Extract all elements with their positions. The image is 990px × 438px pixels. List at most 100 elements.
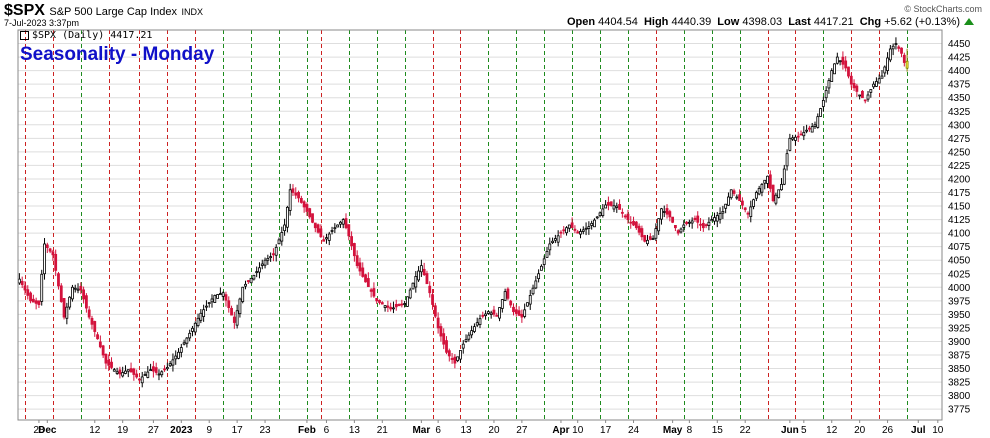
legend-text: $SPX (Daily) 4417.21 — [32, 30, 153, 41]
x-tick-label: 10 — [932, 425, 944, 436]
candle-body — [48, 248, 52, 252]
candle-body — [154, 367, 158, 373]
candle-body — [210, 298, 214, 303]
candle-body — [849, 75, 853, 85]
candle-body — [551, 240, 554, 243]
candle-body — [224, 294, 228, 301]
candle-body — [419, 265, 423, 273]
y-tick-label: 3825 — [948, 378, 971, 389]
candle-body — [364, 274, 367, 283]
x-tick-label: 2023 — [170, 425, 193, 436]
candle-body — [835, 56, 839, 64]
x-tick-label: 17 — [600, 425, 612, 436]
candle-body — [138, 378, 141, 381]
candle-body — [129, 368, 133, 373]
candle-body — [693, 217, 697, 220]
candle-body — [517, 310, 521, 316]
candle-body — [140, 376, 144, 384]
candle-body — [461, 343, 465, 349]
candle-body — [84, 295, 88, 309]
candle-body — [274, 246, 278, 256]
high-value: 4440.39 — [671, 16, 712, 28]
candle-body — [101, 345, 105, 356]
candle-body — [573, 228, 577, 231]
candle-body — [249, 277, 253, 284]
candle-body — [191, 327, 194, 332]
candle-body — [891, 45, 895, 50]
candle-body — [598, 212, 602, 217]
candle-body — [383, 305, 387, 308]
candle-body — [442, 333, 446, 345]
candle-body — [20, 280, 24, 285]
candle-body — [283, 224, 286, 232]
candle-body — [79, 285, 83, 291]
y-tick-label: 3800 — [948, 391, 971, 402]
candle-body — [386, 305, 390, 308]
candle-body — [37, 300, 41, 306]
candle-body — [902, 54, 906, 63]
candle-body — [604, 204, 608, 209]
candle-body — [880, 75, 884, 79]
y-tick-label: 4025 — [948, 269, 971, 280]
candle-body — [302, 201, 306, 208]
x-tick-label: 12 — [89, 425, 101, 436]
last-label: Last — [788, 16, 811, 28]
candle-body — [266, 258, 270, 261]
low-value: 4398.03 — [742, 16, 783, 28]
candle-body — [445, 340, 448, 353]
candle-body — [73, 287, 77, 290]
x-tick-label: 27 — [148, 425, 160, 436]
candle-body — [794, 136, 797, 141]
candle-body — [872, 83, 876, 88]
candle-body — [168, 363, 172, 367]
candle-body — [674, 225, 677, 229]
candle-body — [651, 238, 655, 241]
candle-body — [294, 192, 298, 196]
candle-body — [640, 228, 644, 238]
candle-body — [422, 268, 426, 276]
x-tick-label: 23 — [259, 425, 271, 436]
candle-body — [660, 208, 663, 220]
candle-body — [411, 282, 415, 290]
candle-body — [277, 239, 281, 245]
candle-body — [433, 305, 437, 317]
candle-body — [104, 353, 108, 364]
candle-body — [757, 188, 761, 195]
y-tick-label: 3875 — [948, 351, 971, 362]
candle-body — [288, 189, 292, 211]
candle-body — [724, 203, 728, 209]
candle-body — [230, 307, 233, 316]
candle-body — [244, 283, 247, 287]
candle-body — [520, 313, 524, 318]
candle-body — [361, 267, 365, 277]
y-tick-label: 4450 — [948, 39, 971, 50]
candle-body — [82, 289, 86, 300]
last-value: 4417.21 — [813, 16, 854, 28]
x-tick-label: 28 — [33, 425, 45, 436]
candle-body — [380, 302, 384, 305]
candle-body — [799, 133, 803, 136]
candle-body — [481, 314, 485, 317]
y-tick-label: 4000 — [948, 283, 971, 294]
chg-up-arrow-icon — [964, 18, 974, 25]
candle-body — [305, 204, 309, 212]
candle-body — [163, 368, 166, 371]
candle-body — [40, 273, 44, 302]
y-tick-label: 4200 — [948, 174, 971, 185]
x-tick-label: 20 — [854, 425, 866, 436]
x-tick-label: 13 — [460, 425, 472, 436]
y-tick-label: 4300 — [948, 120, 971, 131]
candle-body — [704, 224, 708, 227]
candle-body — [394, 303, 398, 308]
open-label: Open — [566, 16, 596, 28]
x-tick-label: 5 — [801, 425, 807, 436]
candle-body — [587, 226, 591, 229]
candle-body — [478, 318, 482, 325]
candle-body — [816, 116, 820, 128]
candle-body — [258, 267, 261, 273]
candle-body — [682, 224, 686, 228]
candle-body — [545, 251, 549, 258]
candle-body — [149, 369, 153, 372]
candle-body — [746, 212, 750, 215]
candle-body — [484, 313, 487, 317]
